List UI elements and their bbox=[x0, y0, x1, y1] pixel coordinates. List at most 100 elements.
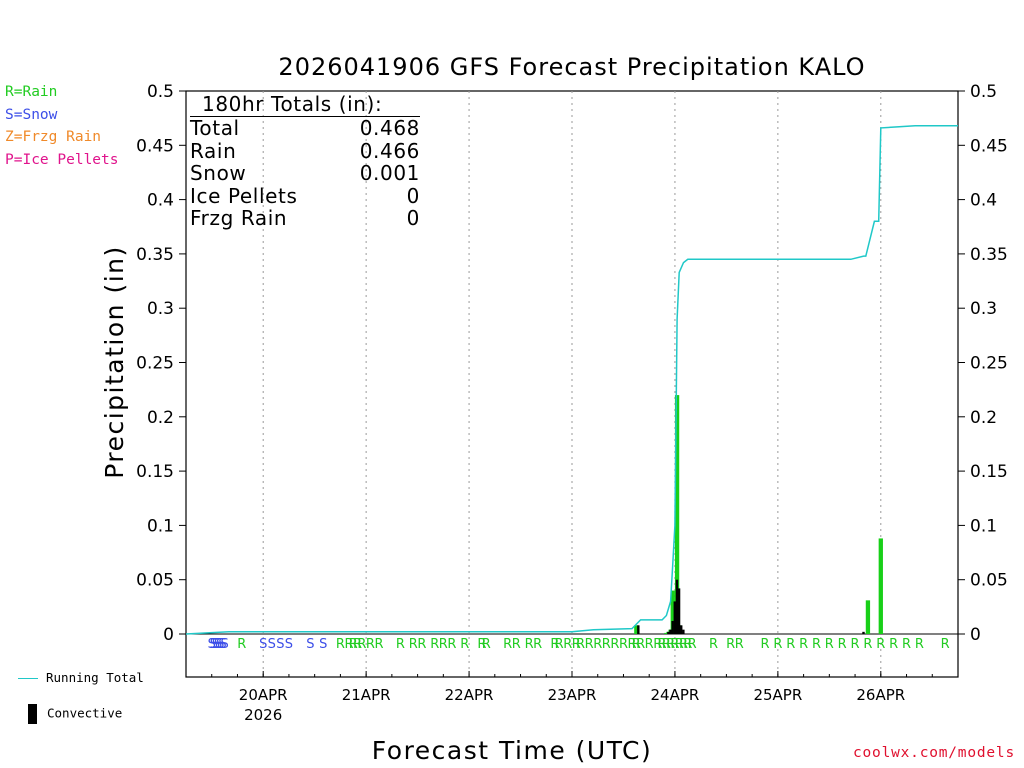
totals-row-frzg-rain: Frzg Rain 0 bbox=[190, 207, 420, 230]
x-tick-label: 25APR bbox=[753, 686, 802, 704]
precip-type-marker: R bbox=[735, 637, 744, 652]
precip-type-marker: R bbox=[941, 637, 950, 652]
precip-type-marker: R bbox=[336, 637, 345, 652]
convective-bar bbox=[673, 601, 676, 634]
y-tick-label-right: 0.05 bbox=[970, 571, 1008, 591]
x-tick-label: 20APR bbox=[239, 686, 288, 704]
precip-type-marker: R bbox=[726, 637, 735, 652]
totals-row-rain: Rain 0.466 bbox=[190, 138, 420, 163]
y-tick-label-right: 0.25 bbox=[970, 354, 1008, 374]
totals-value: 0 bbox=[406, 206, 420, 231]
convective-bar bbox=[862, 631, 865, 634]
precip-type-marker: R bbox=[512, 637, 521, 652]
precip-bar bbox=[634, 625, 639, 634]
precip-type-marker: S bbox=[319, 637, 327, 652]
precip-type-marker: R bbox=[550, 637, 559, 652]
x-tick-label: 22APR bbox=[445, 686, 494, 704]
totals-value: 0.468 bbox=[359, 116, 420, 140]
y-tick-label-left: 0.5 bbox=[147, 82, 174, 102]
x-axis-label: Forecast Time (UTC) bbox=[372, 736, 652, 765]
running-total-line bbox=[185, 125, 958, 635]
precip-type-marker: R bbox=[439, 637, 448, 652]
site-credit: coolwx.com/models bbox=[852, 745, 1015, 761]
precip-type-marker: R bbox=[610, 637, 619, 652]
precip-type-marker: R bbox=[863, 637, 872, 652]
precip-type-marker: R bbox=[344, 637, 353, 652]
y-tick-label-right: 0.15 bbox=[970, 462, 1008, 482]
legend-rain: R=Rain bbox=[5, 84, 58, 100]
precip-type-marker: R bbox=[357, 637, 366, 652]
convective-bar bbox=[677, 588, 681, 634]
precip-type-marker: R bbox=[675, 637, 684, 652]
precip-type-marker: R bbox=[237, 637, 246, 652]
y-tick-label-left: 0.2 bbox=[147, 408, 174, 428]
precip-bar bbox=[878, 538, 883, 634]
totals-label: Frzg Rain bbox=[190, 206, 288, 231]
totals-label: Total bbox=[190, 116, 240, 140]
precip-type-marker: R bbox=[632, 637, 641, 652]
y-tick-label-left: 0.1 bbox=[147, 516, 174, 536]
x-tick-label: 23APR bbox=[548, 686, 597, 704]
precip-type-marker: R bbox=[503, 637, 512, 652]
precip-type-marker: R bbox=[430, 637, 439, 652]
x-tick-label: 26APR bbox=[856, 686, 905, 704]
precip-type-marker: S bbox=[218, 637, 226, 652]
precip-type-marker: S bbox=[268, 637, 276, 652]
precip-type-marker: R bbox=[838, 637, 847, 652]
convective-bar bbox=[680, 625, 683, 634]
precip-type-marker: R bbox=[636, 637, 645, 652]
y-tick-label-right: 0.5 bbox=[970, 82, 997, 102]
y-tick-label-left: 0.05 bbox=[136, 571, 174, 591]
y-tick-label-left: 0.3 bbox=[147, 299, 174, 319]
y-tick-label-left: 0.25 bbox=[136, 354, 174, 374]
convective-bar bbox=[667, 631, 670, 634]
convective-bar bbox=[675, 579, 679, 634]
legend-snow: S=Snow bbox=[5, 106, 58, 123]
precip-type-marker: S bbox=[306, 637, 314, 652]
totals-label: Ice Pellets bbox=[190, 183, 298, 208]
precip-type-marker: R bbox=[593, 637, 602, 652]
convective-bar bbox=[671, 620, 674, 634]
precip-type-marker: R bbox=[374, 637, 383, 652]
precip-type-marker: R bbox=[825, 637, 834, 652]
precip-type-marker: R bbox=[658, 637, 667, 652]
precip-type-marker: R bbox=[709, 637, 718, 652]
convective-bar bbox=[682, 629, 685, 634]
precip-type-marker: R bbox=[653, 637, 662, 652]
totals-value: 0 bbox=[406, 183, 420, 208]
precip-type-marker: R bbox=[602, 637, 611, 652]
precip-type-marker: R bbox=[585, 637, 594, 652]
precip-type-marker: R bbox=[619, 637, 628, 652]
precip-type-marker: R bbox=[349, 637, 358, 652]
precip-type-marker: S bbox=[210, 637, 218, 652]
precip-type-legend: R=Rain S=Snow Z=Frzg Rain P=Ice Pellets bbox=[5, 81, 119, 171]
x-tick-label: 24APR bbox=[651, 686, 700, 704]
precip-type-marker: R bbox=[417, 637, 426, 652]
totals-value: 0.001 bbox=[359, 161, 420, 186]
precip-type-marker: R bbox=[851, 637, 860, 652]
y-tick-label-left: 0.45 bbox=[136, 136, 174, 156]
totals-row-snow: Snow 0.001 bbox=[190, 162, 420, 185]
convective-bar bbox=[669, 629, 672, 634]
precip-type-marker: R bbox=[396, 637, 405, 652]
precip-type-marker: R bbox=[876, 637, 885, 652]
precip-type-marker: R bbox=[799, 637, 808, 652]
precip-type-marker: R bbox=[670, 637, 679, 652]
totals-row-ice-pellets: Ice Pellets 0 bbox=[190, 185, 420, 208]
precip-type-marker: R bbox=[666, 637, 675, 652]
precip-type-marker: R bbox=[786, 637, 795, 652]
running-total-legend: Running Total bbox=[18, 670, 144, 685]
precip-type-marker: R bbox=[889, 637, 898, 652]
chart-title: 2026041906 GFS Forecast Precipitation KA… bbox=[278, 53, 865, 81]
y-tick-label-right: 0.45 bbox=[970, 136, 1008, 156]
y-tick-label-right: 0 bbox=[970, 625, 981, 645]
y-tick-label-right: 0.2 bbox=[970, 408, 997, 428]
precip-type-marker: R bbox=[447, 637, 456, 652]
precip-type-marker: R bbox=[760, 637, 769, 652]
y-axis-label: Precipitation (in) bbox=[100, 245, 129, 479]
precip-bar bbox=[865, 600, 871, 634]
totals-label: Rain bbox=[190, 138, 237, 163]
x-tick-label: 21APR bbox=[342, 686, 391, 704]
precip-type-marker: R bbox=[477, 637, 486, 652]
convective-bar bbox=[637, 625, 640, 634]
